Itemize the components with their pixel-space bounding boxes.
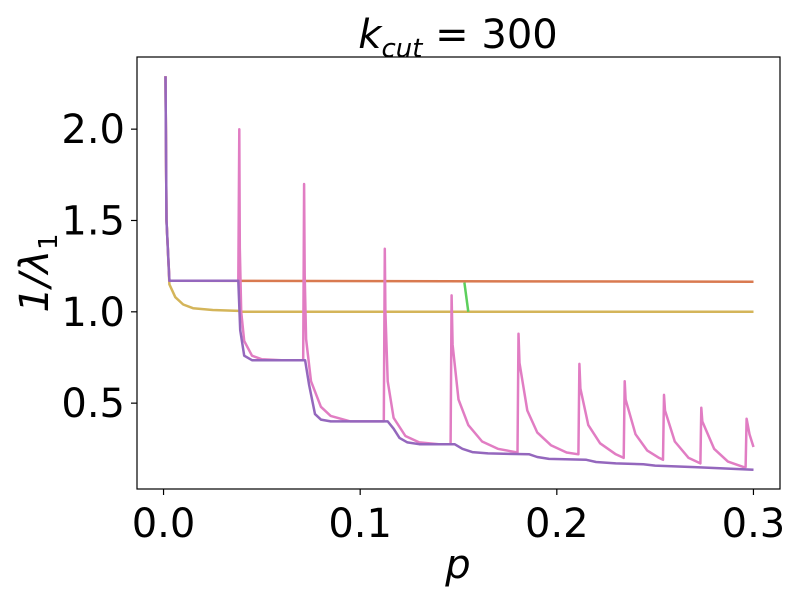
y-tick-label: 2.0	[61, 107, 125, 153]
svg-text:1/λ1: 1/λ1	[12, 233, 64, 312]
y-axis-label-sub: 1	[34, 233, 64, 250]
x-axis-label: p	[444, 542, 470, 588]
title-main: k	[358, 12, 383, 58]
series-layer	[164, 76, 755, 472]
plot-frame	[136, 56, 781, 490]
y-axis-label-prefix: 1/λ	[12, 250, 58, 313]
x-tick-label: 0.0	[132, 501, 196, 547]
title: kcut = 300	[358, 12, 557, 64]
axes-layer: 0.0 0.1 0.2 0.3 0.5 1.0 1.5 2.0	[61, 56, 786, 547]
x-tick-label: 0.1	[328, 501, 392, 547]
y-axis-label: 1/λ1	[12, 233, 64, 312]
series-line-4	[164, 76, 754, 472]
y-tick-label: 1.5	[61, 198, 125, 244]
x-tick-label: 0.3	[722, 501, 786, 547]
svg-text:kcut = 300: kcut = 300	[358, 12, 557, 64]
series-line-2	[463, 282, 470, 312]
y-tick-label: 1.0	[61, 290, 125, 336]
title-rest: = 300	[422, 12, 557, 58]
series-line-0	[164, 76, 754, 314]
x-axis-label-text: p	[444, 542, 470, 588]
x-tick-label: 0.2	[525, 501, 589, 547]
series-line-3	[164, 76, 755, 469]
title-sub: cut	[381, 34, 423, 64]
series-line-1	[164, 76, 754, 283]
y-tick-label: 0.5	[61, 381, 125, 427]
